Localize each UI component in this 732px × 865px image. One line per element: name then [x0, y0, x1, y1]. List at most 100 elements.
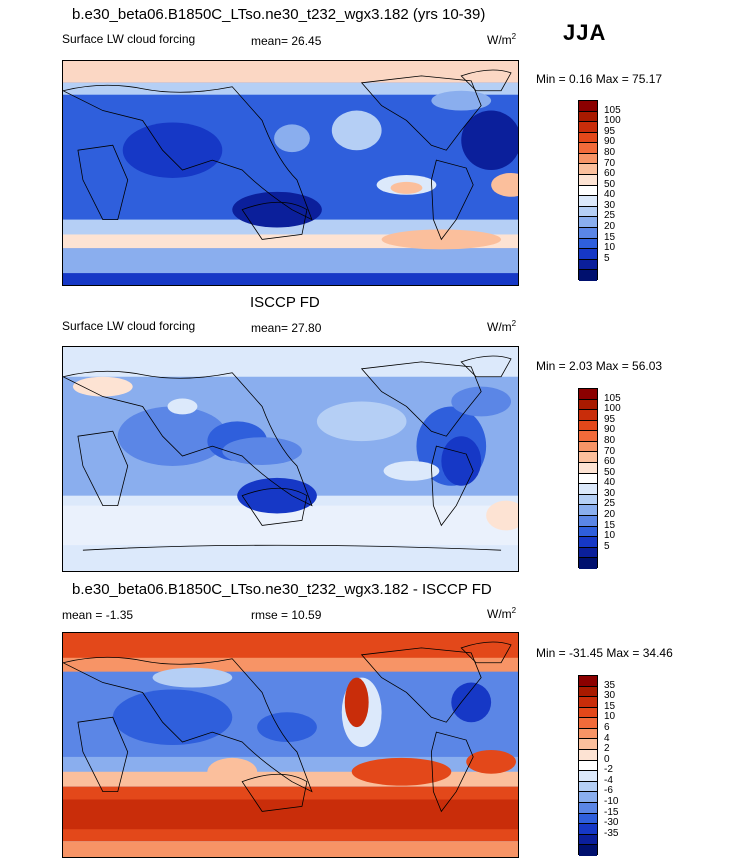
colorbar-tick-label: 10 [604, 711, 616, 723]
colorbar-segment [579, 718, 597, 729]
panel-2-minmax: Min = 2.03 Max = 56.03 [536, 359, 663, 373]
colorbar-tick-label: 80 [604, 434, 616, 446]
panel-2-map-svg [63, 347, 518, 571]
panel-3-units: W/m2 [487, 606, 517, 621]
colorbar-tick-label: -10 [604, 796, 619, 808]
colorbar-tick-label: -30 [604, 817, 619, 829]
colorbar-segment [579, 410, 597, 421]
colorbar-tick-label: 90 [604, 136, 616, 148]
panel-3-colorbar [578, 675, 598, 856]
colorbar-segment [579, 164, 597, 176]
panel-3-title: b.e30_beta06.B1850C_LTso.ne30_t232_wgx3.… [72, 581, 492, 598]
colorbar-segment [579, 389, 597, 400]
panel-3-left-label: mean = -1.35 [62, 608, 134, 622]
panel-1-units: W/m2 [487, 32, 517, 47]
colorbar-tick-label: 50 [604, 178, 616, 190]
colorbar-tick-label: 30 [604, 199, 616, 211]
colorbar-segment [579, 813, 597, 825]
colorbar-tick-label: 15 [604, 519, 616, 531]
colorbar-segment [579, 153, 597, 165]
colorbar-segment [579, 420, 597, 432]
colorbar-segment [579, 547, 597, 559]
colorbar-segment [579, 238, 597, 250]
colorbar-segment [579, 834, 597, 846]
panel-1-left-label: Surface LW cloud forcing [62, 32, 196, 46]
colorbar-segment [579, 802, 597, 814]
colorbar-segment [579, 143, 597, 154]
colorbar-tick-label: 6 [604, 721, 610, 733]
colorbar-tick-label: 10 [604, 530, 616, 542]
season-label: JJA [563, 20, 607, 45]
colorbar-segment [579, 526, 597, 538]
colorbar-segment [579, 792, 597, 803]
colorbar-tick-label: 10 [604, 242, 616, 254]
colorbar-tick-label: 105 [604, 104, 621, 116]
colorbar-tick-label: 100 [604, 115, 621, 127]
colorbar-segment [579, 676, 597, 687]
colorbar-tick-label: 2 [604, 743, 610, 755]
panel-2-map [62, 346, 519, 572]
colorbar-segment [579, 707, 597, 719]
panel-3-map [62, 632, 519, 858]
colorbar-segment [579, 206, 597, 218]
panel-1-minmax: Min = 0.16 Max = 75.17 [536, 72, 663, 86]
colorbar-segment [579, 824, 597, 835]
colorbar-tick-label: 105 [604, 392, 621, 404]
colorbar-tick-label: 40 [604, 477, 616, 489]
panel-3-rmse-label: rmse = 10.59 [251, 608, 322, 622]
colorbar-tick-label: -35 [604, 827, 619, 839]
colorbar-segment [579, 431, 597, 442]
colorbar-tick-label: 90 [604, 424, 616, 436]
colorbar-tick-label: 25 [604, 210, 616, 222]
colorbar-segment [579, 494, 597, 506]
colorbar-tick-label: -6 [604, 785, 613, 797]
colorbar-tick-label: 25 [604, 498, 616, 510]
colorbar-segment [579, 463, 597, 474]
colorbar-segment [579, 697, 597, 708]
colorbar-tick-label: 70 [604, 445, 616, 457]
colorbar-tick-label: 40 [604, 189, 616, 201]
colorbar-tick-label: 15 [604, 231, 616, 243]
colorbar-tick-label: 15 [604, 700, 616, 712]
panel-2-title: ISCCP FD [250, 294, 320, 311]
colorbar-segment [579, 227, 597, 239]
panel-1-title: b.e30_beta06.B1850C_LTso.ne30_t232_wgx3.… [72, 6, 486, 23]
colorbar-segment [579, 259, 597, 271]
panel-1-map-svg [63, 61, 518, 285]
colorbar-segment [579, 217, 597, 228]
colorbar-segment [579, 750, 597, 761]
colorbar-segment [579, 132, 597, 144]
panel-1-colorbar [578, 100, 598, 281]
colorbar-tick-label: -4 [604, 774, 613, 786]
colorbar-tick-label: 50 [604, 466, 616, 478]
colorbar-segment [579, 505, 597, 516]
colorbar-segment [579, 185, 597, 197]
colorbar-segment [579, 558, 597, 569]
colorbar-tick-label: 30 [604, 487, 616, 499]
colorbar-tick-label: 95 [604, 413, 616, 425]
colorbar-tick-label: 70 [604, 157, 616, 169]
colorbar-segment [579, 111, 597, 123]
colorbar-segment [579, 249, 597, 260]
colorbar-segment [579, 739, 597, 751]
colorbar-segment [579, 781, 597, 793]
panel-3-map-svg [63, 633, 518, 857]
colorbar-segment [579, 686, 597, 698]
colorbar-segment [579, 175, 597, 186]
colorbar-segment [579, 760, 597, 772]
panel-3-minmax: Min = -31.45 Max = 34.46 [536, 646, 673, 660]
colorbar-tick-label: 35 [604, 679, 616, 691]
panel-2-units: W/m2 [487, 319, 517, 334]
colorbar-segment [579, 101, 597, 112]
colorbar-segment [579, 484, 597, 495]
colorbar-tick-label: 4 [604, 732, 610, 744]
colorbar-segment [579, 537, 597, 548]
colorbar-tick-label: 5 [604, 252, 610, 264]
colorbar-tick-label: 30 [604, 690, 616, 702]
colorbar-segment [579, 122, 597, 133]
colorbar-tick-label: 0 [604, 753, 610, 765]
colorbar-tick-label: 100 [604, 403, 621, 415]
colorbar-segment [579, 473, 597, 485]
colorbar-tick-label: -15 [604, 806, 619, 818]
colorbar-segment [579, 196, 597, 207]
